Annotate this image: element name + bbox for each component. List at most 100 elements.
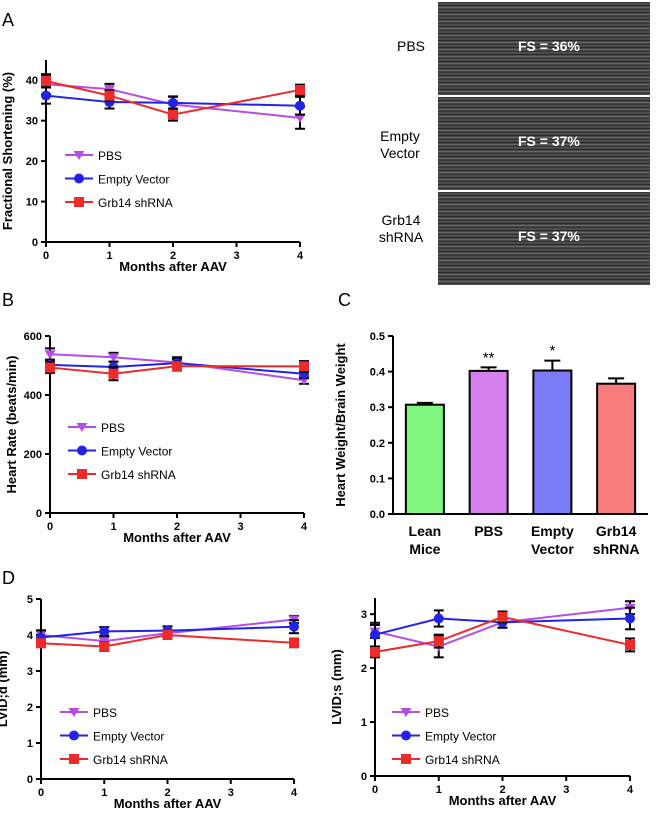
x-axis-label: Months after AAV xyxy=(114,796,222,811)
x-axis-label: Months after AAV xyxy=(119,259,227,274)
x-tick-label: 0 xyxy=(43,250,49,262)
y-tick-label: 40 xyxy=(26,75,38,87)
y-tick-label: 600 xyxy=(24,331,42,343)
series-line xyxy=(45,94,301,107)
legend-label: Empty Vector xyxy=(98,173,169,187)
data-point xyxy=(625,639,635,650)
data-point xyxy=(108,368,119,379)
series-grb14-shrna xyxy=(370,610,635,659)
series-grb14-shrna xyxy=(45,360,309,382)
y-tick-label: 4 xyxy=(27,630,34,642)
x-tick-label: 0 xyxy=(47,521,53,533)
x-tick-label: 3 xyxy=(228,787,234,799)
data-point xyxy=(289,621,299,632)
bar xyxy=(596,382,637,516)
y-axis-label: LVID;d (mm) xyxy=(0,651,10,727)
x-category-label: Lean xyxy=(409,523,442,539)
x-tick-label: 2 xyxy=(164,787,170,799)
x-category-label: Empty xyxy=(531,523,574,539)
y-tick-label: 20 xyxy=(26,156,38,168)
bar xyxy=(468,369,509,515)
data-point xyxy=(172,361,182,372)
y-tick-label: 400 xyxy=(24,390,42,402)
y-tick-label: 0 xyxy=(36,508,42,520)
data-point xyxy=(433,636,444,647)
y-tick-label: 1 xyxy=(27,738,33,750)
x-axis-label: Months after AAV xyxy=(449,793,557,808)
y-tick-label: 2 xyxy=(27,702,33,714)
legend-marker xyxy=(74,197,84,207)
panel-label-c: C xyxy=(338,290,351,310)
data-point xyxy=(44,350,56,360)
data-point xyxy=(99,641,110,652)
y-tick-label: 0.3 xyxy=(370,402,385,414)
x-tick-label: 1 xyxy=(110,521,116,533)
y-tick-label: 0.2 xyxy=(370,438,385,450)
legend-label: Grb14 shRNA xyxy=(101,468,176,482)
panel-label-d: D xyxy=(2,568,15,588)
series-line xyxy=(49,365,305,375)
y-tick-label: 3 xyxy=(361,609,367,621)
data-point xyxy=(295,100,305,111)
x-tick-label: 0 xyxy=(372,784,378,796)
x-category-label: Grb14 xyxy=(596,523,637,539)
data-point xyxy=(168,109,178,120)
data-point xyxy=(497,611,508,622)
significance-label: * xyxy=(549,343,555,360)
y-tick-label: 3 xyxy=(27,666,33,678)
series-grb14-shrna xyxy=(41,73,305,122)
y-tick-label: 0.1 xyxy=(370,473,385,485)
echo-label-pbs: PBS xyxy=(396,38,425,54)
x-tick-label: 2 xyxy=(170,250,176,262)
series-empty-vector xyxy=(41,86,305,116)
significance-label: ** xyxy=(483,349,495,366)
series-line xyxy=(49,362,305,375)
x-category-label: PBS xyxy=(474,523,503,539)
legend-label: Empty Vector xyxy=(425,730,496,744)
legend-label: Grb14 shRNA xyxy=(93,753,168,767)
legend-label: Empty Vector xyxy=(101,445,172,459)
legend-marker xyxy=(68,708,80,717)
chart-c: 0.0 0.1 0.2 0.3 0.4 0.5 Heart Weight/Brain Wei… xyxy=(333,331,648,557)
x-category-label: shRNA xyxy=(593,541,640,557)
panel-label-a: A xyxy=(2,10,15,30)
y-axis-label: Heart Rate (beats/min) xyxy=(4,356,19,494)
x-tick-label: 0 xyxy=(38,787,44,799)
series-line xyxy=(45,83,301,119)
legend-marker xyxy=(400,708,412,717)
x-tick-label: 2 xyxy=(174,521,180,533)
x-axis-label: Months after AAV xyxy=(123,530,231,545)
echo-fs-empty-vector: FS = 37% xyxy=(518,133,580,149)
y-tick-label: 1 xyxy=(361,717,367,729)
bar xyxy=(404,403,445,516)
y-tick-label: 0.4 xyxy=(370,367,386,379)
data-point xyxy=(99,626,110,637)
y-tick-label: 200 xyxy=(24,449,42,461)
y-tick-label: 0 xyxy=(27,774,33,786)
x-tick-label: 3 xyxy=(233,250,239,262)
chart-a: 0 10 20 30 40 Fractional Shortening (%) 0 1 2 3 4 M… xyxy=(0,60,306,274)
legend-marker xyxy=(73,151,85,160)
legend-label: PBS xyxy=(93,706,117,720)
chart-b: 0 200 400 600 Heart Rate (beats/min) 0 1 2 3 4 Mon… xyxy=(4,331,310,545)
series-line xyxy=(40,633,295,648)
echo-image-pbs: FS = 36% xyxy=(438,2,650,95)
legend-marker xyxy=(69,730,79,741)
legend-label: PBS xyxy=(98,149,122,163)
panel-label-b: B xyxy=(2,290,15,310)
series-line xyxy=(49,353,305,382)
legend-label: Grb14 shRNA xyxy=(98,196,173,210)
y-tick-label: 0 xyxy=(32,237,38,249)
data-point xyxy=(168,97,178,108)
x-category-label: Mice xyxy=(409,541,440,557)
y-axis-label: Fractional Shortening (%) xyxy=(0,72,15,230)
legend-label: Grb14 shRNA xyxy=(425,753,500,767)
series-line xyxy=(374,615,631,653)
data-point xyxy=(433,613,444,624)
legend-marker xyxy=(74,173,84,184)
echo-image-grb14: FS = 37% xyxy=(438,192,650,285)
x-tick-label: 3 xyxy=(237,521,243,533)
legend-label: PBS xyxy=(425,706,449,720)
y-tick-label: 10 xyxy=(26,197,38,209)
